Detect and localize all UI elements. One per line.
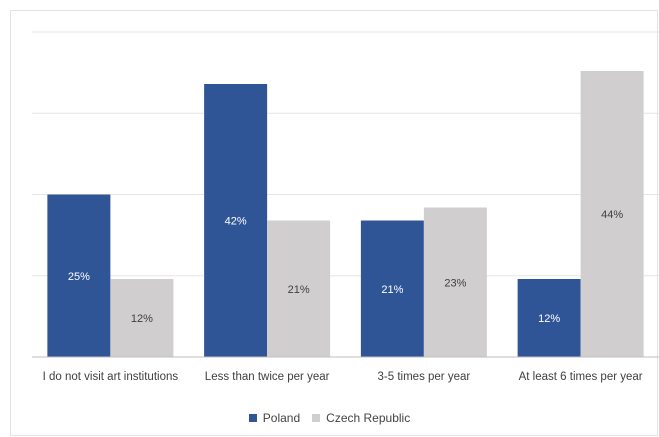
chart-frame	[10, 10, 658, 436]
data-label-poland: 42%	[225, 216, 247, 228]
bar-poland	[360, 220, 424, 357]
bar-czech-republic	[580, 71, 644, 357]
legend-item-czech-republic: Czech Republic	[312, 411, 410, 425]
legend-label-poland: Poland	[262, 411, 301, 425]
bar-czech-republic	[267, 220, 331, 357]
category-label: 3-5 times per year	[378, 371, 471, 383]
bar-poland	[204, 84, 268, 357]
bar-poland	[517, 279, 581, 357]
data-label-czech-republic: 44%	[601, 209, 623, 221]
legend-swatch-poland	[248, 414, 257, 422]
data-label-czech-republic: 23%	[444, 277, 466, 289]
bar-czech-republic	[110, 279, 174, 357]
chart-legend: Poland Czech Republic	[0, 411, 659, 425]
category-label: Less than twice per year	[205, 371, 330, 383]
data-label-poland: 12%	[538, 313, 560, 325]
data-label-poland: 25%	[68, 271, 90, 283]
legend-label-czech-republic: Czech Republic	[326, 411, 411, 425]
bar-poland	[47, 194, 111, 357]
data-label-czech-republic: 21%	[288, 284, 310, 296]
legend-swatch-czech-republic	[312, 414, 321, 422]
category-label: I do not visit art institutions	[43, 371, 179, 383]
category-label: At least 6 times per year	[519, 371, 643, 383]
legend-item-poland: Poland	[248, 411, 301, 425]
data-label-poland: 21%	[381, 284, 403, 296]
data-label-czech-republic: 12%	[131, 313, 153, 325]
bar-czech-republic	[423, 207, 487, 357]
